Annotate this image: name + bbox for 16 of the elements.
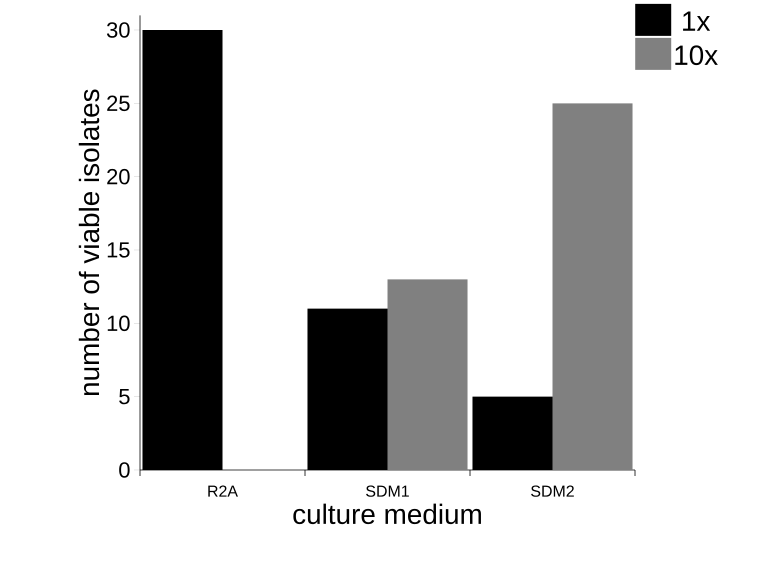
y-tick-label: 15 [108,242,130,258]
y-tick-label: 30 [106,22,130,38]
legend-label: 10x [675,45,718,66]
y-tick-label: 20 [107,168,130,184]
legend-label: 1x [683,12,710,31]
bar [388,279,468,470]
x-tick-label: SDM1 [366,486,409,497]
x-axis-title: culture medium [293,504,481,524]
bar [552,103,633,470]
y-tick-label: 25 [107,96,130,112]
y-tick-label: 10 [108,316,130,332]
y-tick-label: 0 [119,462,130,478]
x-tick-label: SDM2 [531,486,574,497]
x-tick-label: R2A [208,486,238,497]
y-axis-title: number of viable isolates [78,89,100,396]
y-tick-label: 5 [119,389,130,404]
